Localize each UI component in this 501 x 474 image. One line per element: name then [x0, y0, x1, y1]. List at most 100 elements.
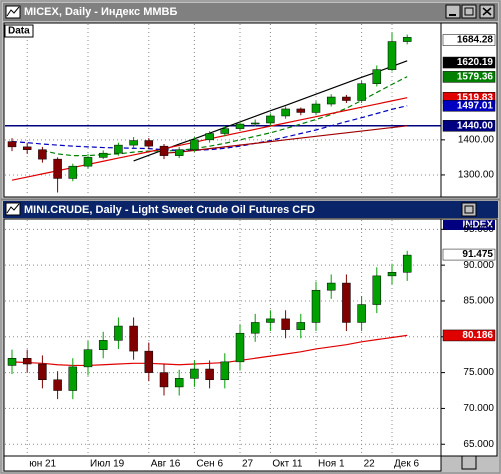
x-tick-label: юн 21: [29, 459, 56, 470]
candle-body: [296, 322, 306, 330]
candle-body: [114, 325, 123, 341]
candle-body: [68, 165, 78, 179]
price-label-box: [442, 120, 496, 132]
candle-body: [387, 272, 397, 277]
candle-body: [174, 378, 184, 388]
overlay-line: [133, 60, 408, 162]
maximize-button[interactable]: [461, 4, 477, 19]
price-label-box: [442, 34, 496, 46]
candle-body: [144, 350, 154, 373]
candle-body: [83, 157, 93, 167]
candle-body: [266, 115, 275, 124]
candle-body: [190, 368, 199, 379]
axis-title: INDEX: [462, 220, 493, 231]
window-icon-glyph: [6, 6, 20, 17]
candle-body: [22, 358, 32, 365]
candle-body: [144, 140, 154, 147]
y-tick-label: 1300.00: [458, 170, 495, 181]
candle-body: [402, 37, 412, 42]
candle-body: [7, 358, 17, 366]
maximize-button[interactable]: [461, 202, 477, 217]
price-label: 1497.01: [457, 100, 494, 111]
x-tick-label: Сен 6: [196, 459, 223, 470]
candle-body: [372, 69, 382, 84]
x-tick-label: 27: [242, 459, 254, 470]
x-tick-label: Окт 11: [272, 459, 302, 470]
candle-body: [129, 325, 138, 352]
restore-button[interactable]: [461, 455, 477, 470]
overlay-line: [163, 125, 408, 154]
candle-body: [250, 322, 260, 334]
candle-body: [342, 96, 351, 101]
candle-body: [402, 254, 412, 273]
candle-body: [205, 133, 214, 141]
candle-body: [83, 349, 93, 368]
candle-body: [7, 141, 17, 148]
candle-body: [98, 340, 108, 350]
close-glyph: [482, 7, 492, 16]
legend-box: [4, 24, 34, 38]
candle-body: [281, 318, 290, 330]
candle-body: [68, 366, 78, 391]
candle-body: [159, 145, 169, 156]
y-tick-label: 65.000: [463, 439, 494, 450]
price-label-box: [442, 329, 496, 342]
candle-body: [174, 149, 184, 156]
candle-body: [129, 140, 138, 146]
window-title: MINI.CRUDE, Daily - Light Sweet Crude Oi…: [24, 204, 315, 216]
x-tick-label: Июл 19: [90, 459, 125, 470]
candle-body: [326, 282, 336, 291]
price-label-box: [442, 100, 496, 112]
y-tick-label: 75.000: [463, 367, 494, 378]
candle-body: [326, 96, 336, 105]
x-tick-label: Авг 16: [151, 459, 181, 470]
candle-body: [235, 332, 245, 363]
y-tick-label: 90.000: [463, 260, 494, 271]
x-tick-label: Дек 6: [394, 459, 419, 470]
price-label-box: [442, 56, 496, 69]
candle-body: [159, 372, 169, 388]
y-tick-label: 95.000: [463, 224, 494, 235]
y-tick-label: 85.000: [463, 296, 494, 307]
window-title: MICEX, Daily - Индекс ММВБ: [24, 6, 177, 18]
y-tick-label: 1400.00: [458, 134, 495, 145]
candle-body: [38, 149, 47, 160]
candle-body: [53, 379, 62, 391]
price-label: 1440.00: [457, 120, 494, 131]
candle-body: [250, 122, 260, 125]
candle-body: [296, 108, 306, 113]
title-bar: [3, 3, 498, 21]
window-buttons[interactable]: [461, 202, 477, 470]
candle-body: [38, 363, 47, 381]
candle-body: [53, 158, 62, 179]
candle-body: [281, 108, 290, 117]
candle-body: [220, 361, 230, 381]
candle-body: [372, 275, 382, 305]
candle-body: [357, 304, 366, 323]
candle-body: [311, 103, 321, 113]
candle-body: [311, 289, 321, 323]
window-buttons[interactable]: [445, 4, 495, 19]
candle-body: [357, 83, 366, 101]
candle-body: [235, 123, 245, 129]
axis-title-box: [443, 220, 495, 230]
price-label-box: [442, 71, 496, 83]
candle-body: [190, 139, 199, 150]
y-tick-label: 70.000: [463, 403, 494, 414]
price-label: 1620.19: [457, 57, 494, 68]
candle-body: [205, 368, 214, 381]
candle-body: [387, 41, 397, 70]
maximize-glyph: [464, 205, 474, 214]
title-bar: [3, 201, 498, 218]
candle-body: [266, 318, 275, 323]
candle-body: [342, 282, 351, 323]
price-label: 91.475: [462, 249, 493, 260]
time-axis: [3, 455, 442, 472]
maximize-glyph: [464, 7, 474, 16]
candle-body: [22, 146, 32, 150]
price-label-box: [442, 248, 496, 261]
minimize-button[interactable]: [445, 4, 461, 19]
price-label: 1684.28: [457, 35, 494, 46]
